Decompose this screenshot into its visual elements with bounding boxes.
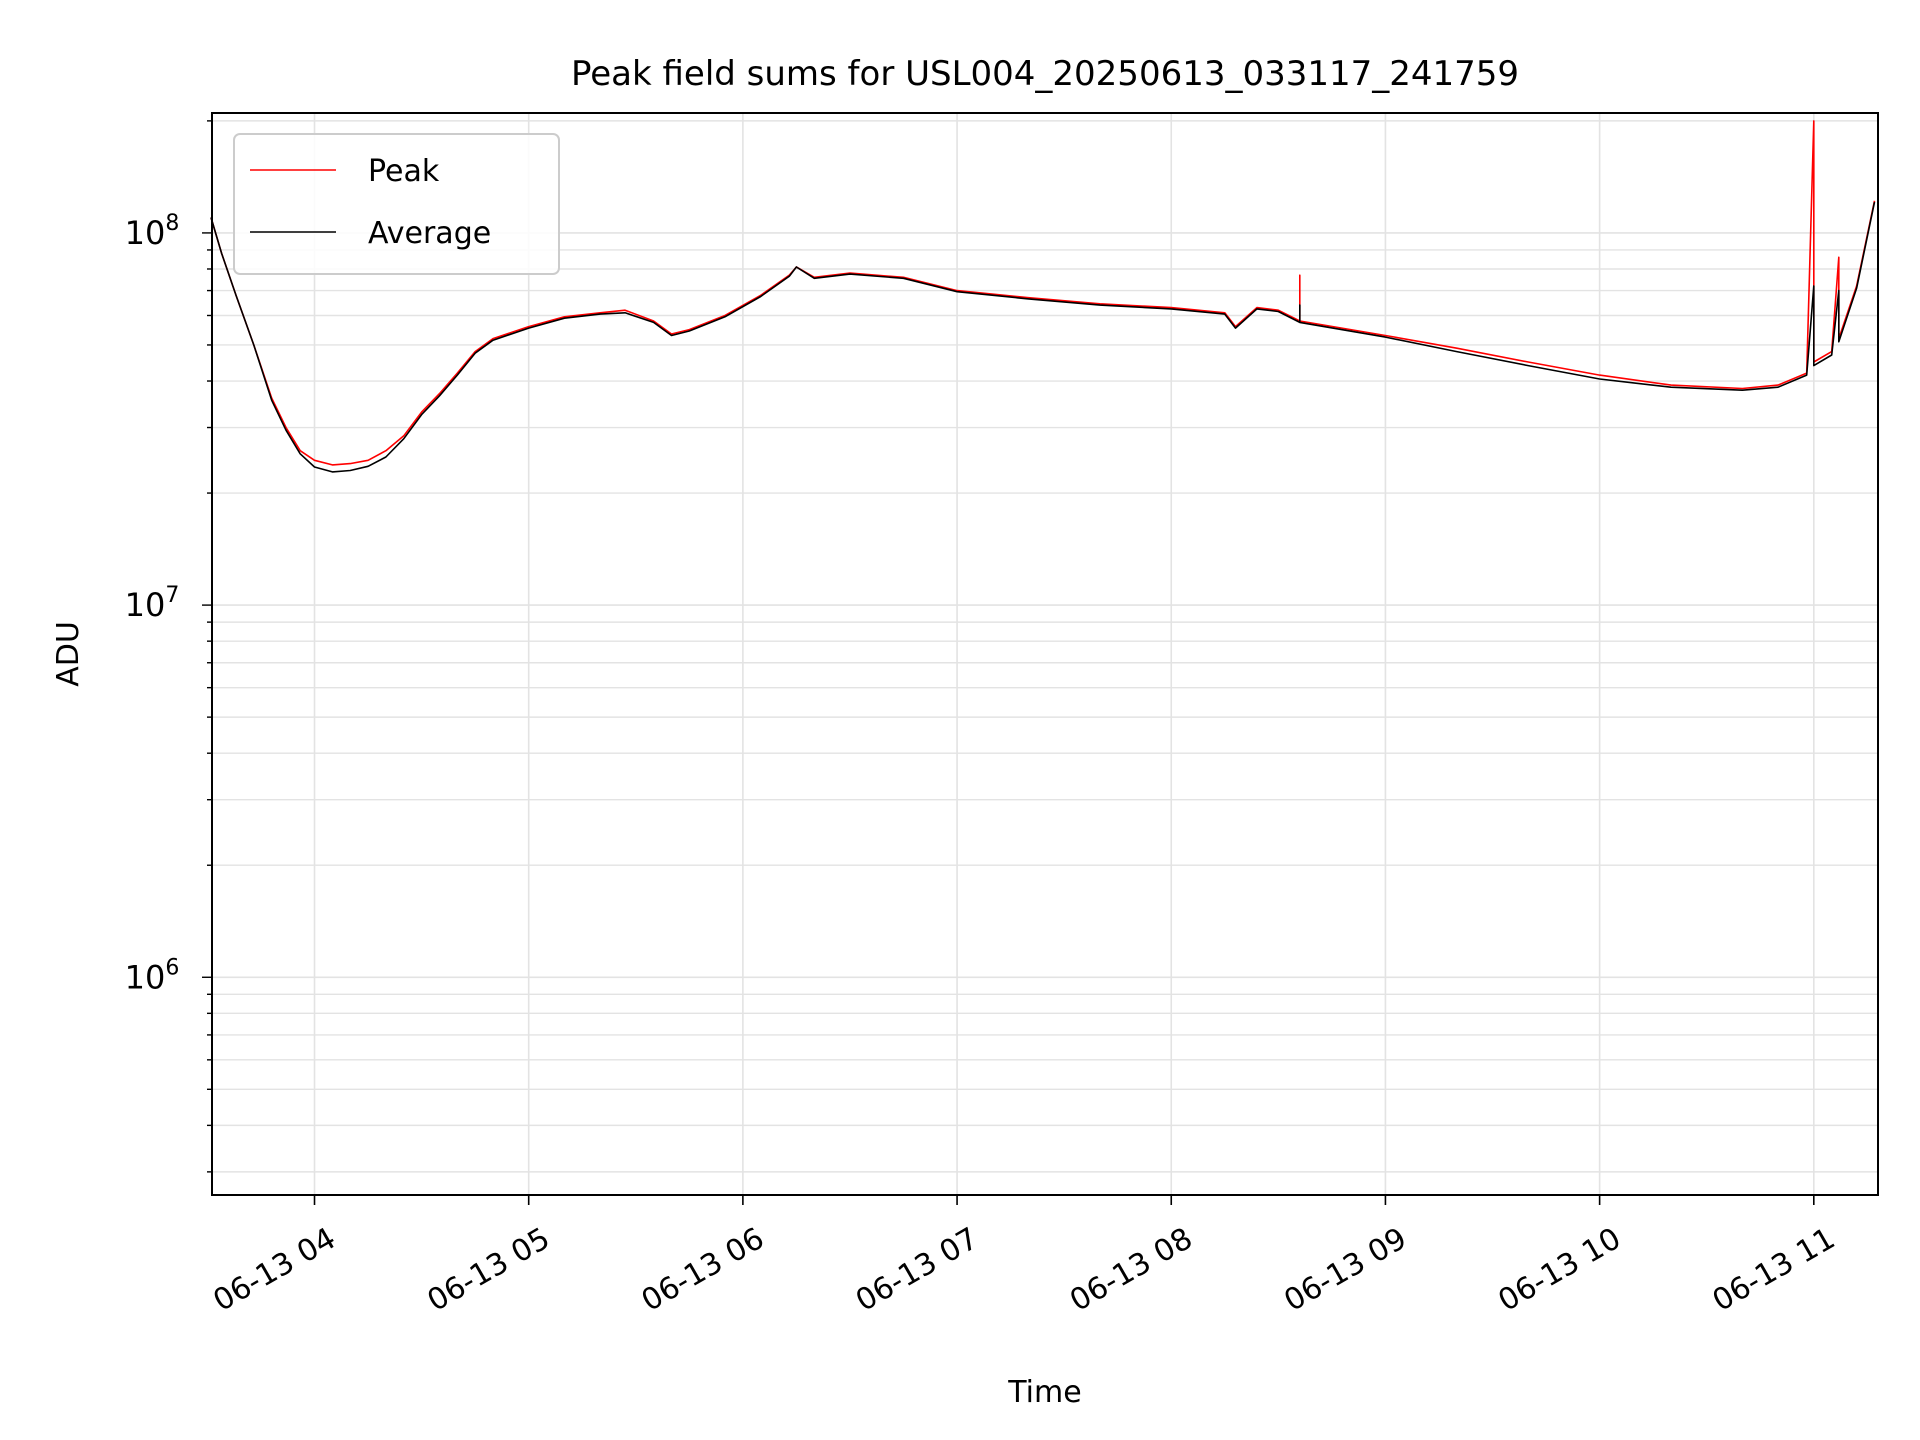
legend-box — [233, 133, 560, 275]
y-axis-label: ADU — [51, 621, 86, 687]
series-line-average — [210, 201, 1876, 473]
y-tick-label: 108 — [125, 211, 180, 252]
grid — [212, 113, 1878, 1195]
legend-label-average: Average — [368, 216, 491, 251]
chart-title: Peak field sums for USL004_20250613_0331… — [571, 54, 1519, 94]
y-tick-label: 106 — [125, 955, 180, 996]
legend-label-peak: Peak — [368, 154, 440, 189]
plot-frame — [211, 112, 1879, 1196]
series-group — [210, 120, 1876, 473]
y-tick-label: 107 — [125, 583, 180, 624]
legend: Peak Average — [233, 133, 560, 275]
x-axis-label: Time — [1007, 1375, 1081, 1410]
